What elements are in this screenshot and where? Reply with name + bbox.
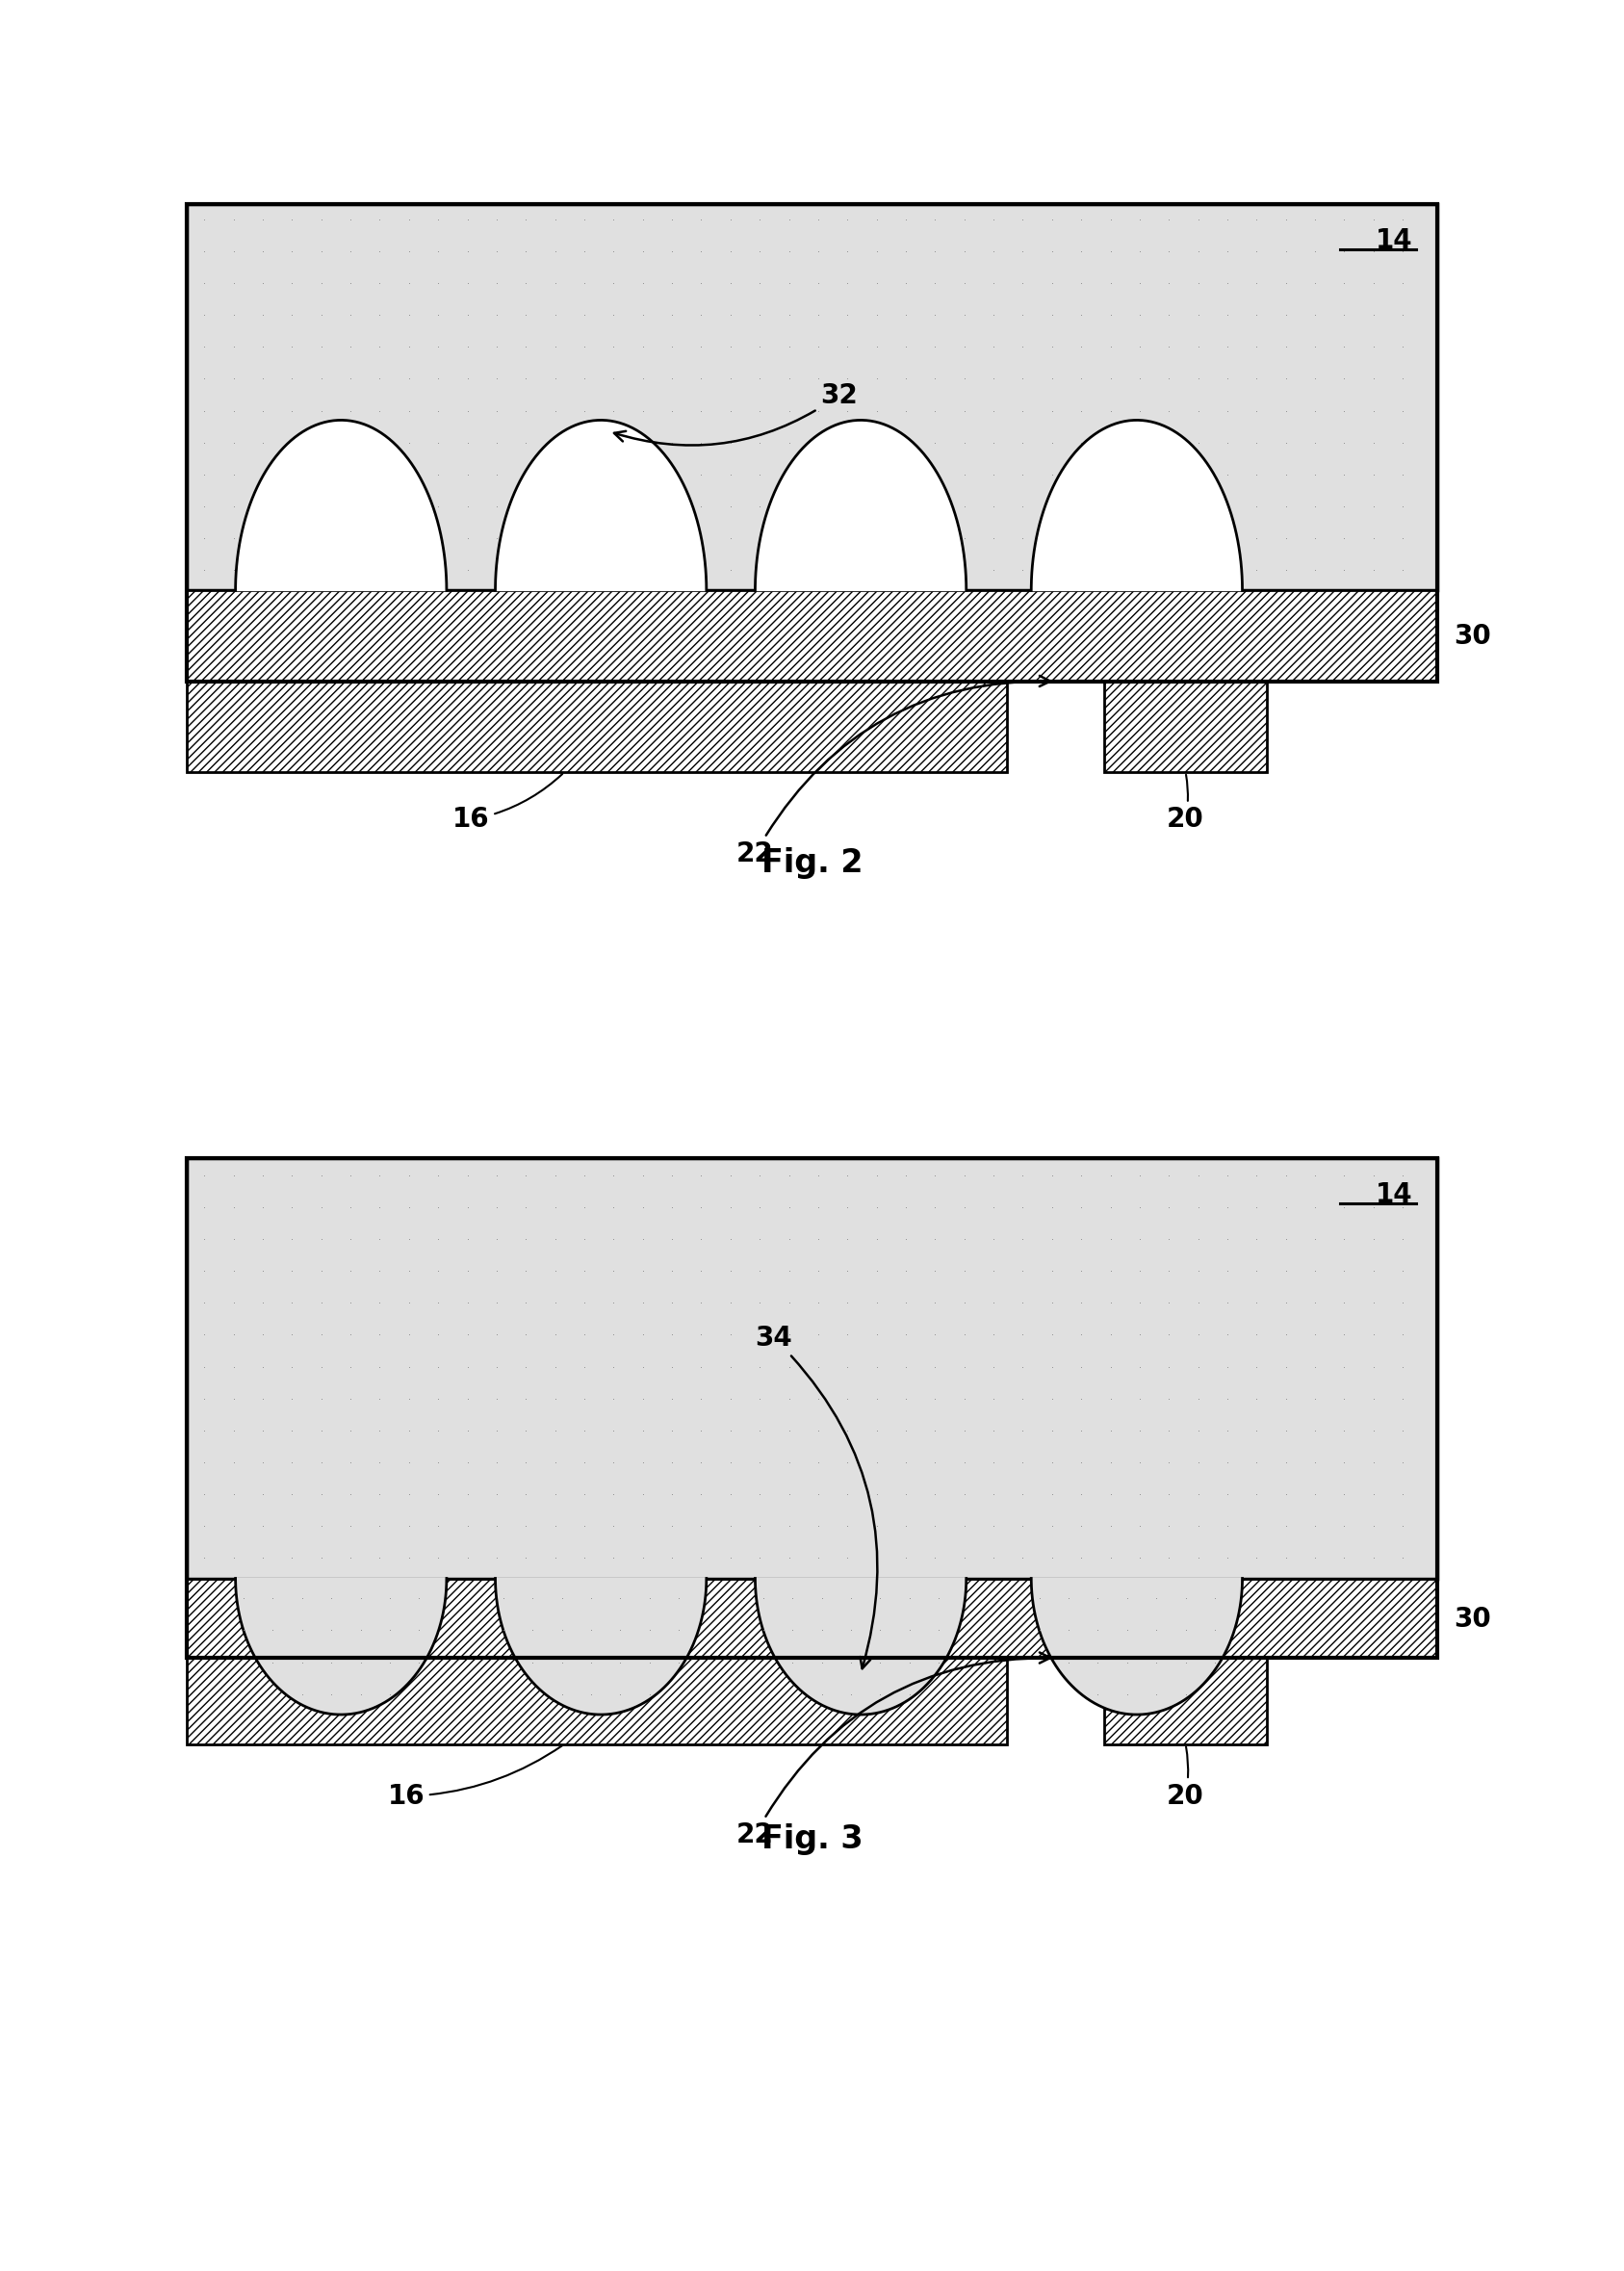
Text: 32: 32 [614, 382, 857, 445]
Text: 20: 20 [1168, 1746, 1203, 1810]
Bar [187, 681, 1007, 772]
Bar [187, 204, 1437, 590]
Polygon shape [1031, 420, 1242, 590]
Text: 16: 16 [453, 774, 562, 833]
Bar [187, 1578, 1437, 1658]
Text: 30: 30 [1453, 622, 1491, 650]
Text: 20: 20 [1168, 774, 1203, 833]
Bar [187, 590, 1437, 681]
Polygon shape [235, 1578, 447, 1715]
Polygon shape [755, 1578, 966, 1715]
Polygon shape [755, 420, 966, 590]
Polygon shape [495, 1578, 706, 1715]
Text: Fig. 3: Fig. 3 [762, 1824, 862, 1855]
Bar [187, 1158, 1437, 1578]
Text: 16: 16 [388, 1746, 562, 1810]
Polygon shape [495, 420, 706, 590]
Bar [187, 204, 1437, 681]
Text: 14: 14 [1376, 1181, 1413, 1208]
Polygon shape [1031, 1578, 1242, 1715]
Text: 34: 34 [755, 1324, 877, 1669]
Bar [1104, 681, 1267, 772]
Text: 22: 22 [737, 1653, 1051, 1849]
Bar [187, 1158, 1437, 1658]
Text: 22: 22 [737, 677, 1051, 868]
Text: 14: 14 [1376, 227, 1413, 254]
Text: 30: 30 [1453, 1606, 1491, 1633]
Polygon shape [235, 420, 447, 590]
Text: Fig. 2: Fig. 2 [762, 847, 862, 879]
Bar [187, 1658, 1007, 1744]
Bar [1104, 1658, 1267, 1744]
